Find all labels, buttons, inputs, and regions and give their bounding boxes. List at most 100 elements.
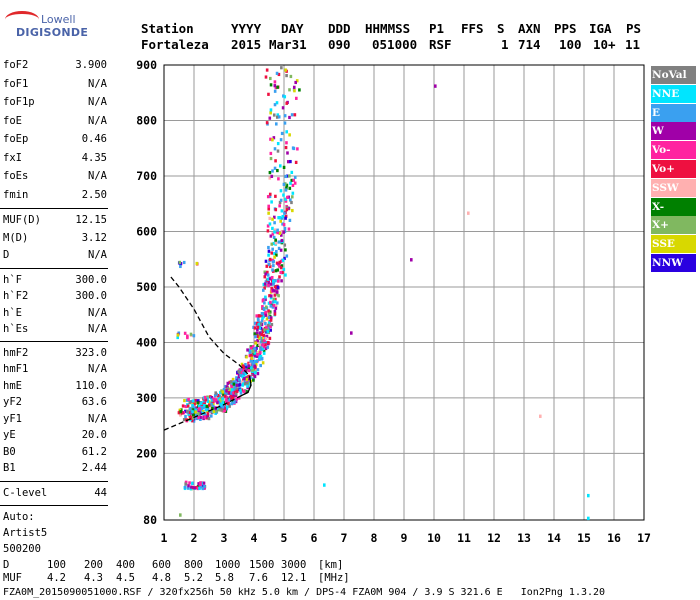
- param-row: h`Es N/A: [3, 323, 107, 339]
- echo-point: [267, 280, 270, 285]
- echo-point: [274, 297, 277, 301]
- echo-point: [260, 319, 264, 323]
- echo-point: [254, 350, 258, 355]
- param-value: 20.0: [81, 429, 107, 441]
- echo-point: [283, 226, 287, 231]
- echo-point: [268, 257, 272, 262]
- param-name: fmin: [3, 188, 29, 201]
- echo-point: [203, 484, 206, 489]
- x-tick-label: 3: [221, 531, 228, 545]
- echo-point: [258, 326, 262, 330]
- x-tick-label: 14: [547, 531, 561, 545]
- echo-point: [292, 85, 296, 89]
- echo-point: [257, 340, 260, 344]
- y-tick-label: 800: [136, 113, 157, 127]
- y-tick-label: 400: [136, 335, 157, 349]
- echo-point: [204, 398, 207, 402]
- header-value: 11: [625, 37, 641, 52]
- header-label: IGA: [589, 21, 612, 36]
- echo-point: [186, 409, 189, 413]
- echo-point: [228, 391, 231, 395]
- echo-point: [218, 394, 221, 398]
- echo-point: [220, 399, 223, 403]
- echo-point: [183, 398, 186, 403]
- echo-point: [280, 131, 284, 136]
- echo-point: [275, 71, 279, 75]
- echo-point: [285, 130, 289, 134]
- echo-point: [263, 270, 267, 274]
- echo-point: [233, 385, 237, 390]
- echo-point: [274, 230, 278, 234]
- echo-point: [273, 80, 277, 84]
- header-label: PPS: [554, 21, 577, 36]
- echo-point: [249, 346, 253, 350]
- echo-point: [282, 223, 286, 227]
- echo-point: [214, 398, 218, 402]
- echo-point: [237, 373, 241, 378]
- param-name: foEs: [3, 170, 29, 182]
- echo-point: [263, 286, 266, 290]
- echo-point: [269, 282, 273, 286]
- echo-point: [241, 364, 245, 368]
- row-value: 400: [116, 559, 135, 571]
- echo-point: [273, 230, 276, 234]
- echo-point: [259, 322, 263, 326]
- x-tick-label: 12: [487, 531, 501, 545]
- echo-point: [280, 238, 284, 243]
- echo-point: [293, 175, 297, 179]
- echo-point: [287, 206, 291, 210]
- echo-point: [284, 214, 288, 218]
- echo-point: [239, 373, 242, 378]
- param-name: h`Es: [3, 323, 29, 335]
- x-tick-label: 9: [401, 531, 408, 545]
- legend-item: NoVal: [651, 66, 696, 84]
- echo-point: [281, 106, 285, 110]
- param-name: yF1: [3, 412, 22, 425]
- y-tick-label: 300: [136, 391, 157, 405]
- param-value: 110.0: [75, 379, 107, 392]
- echo-point: [205, 398, 209, 402]
- echo-point: [270, 174, 274, 178]
- echo-point: [197, 412, 200, 416]
- echo-point: [288, 174, 291, 178]
- echo-point: [225, 395, 229, 400]
- echo-point: [257, 357, 261, 362]
- param-value: 12.15: [75, 214, 107, 226]
- echo-point: [185, 398, 189, 402]
- echo-point: [275, 301, 279, 305]
- echo-point: [183, 331, 187, 335]
- echo-point: [254, 366, 257, 370]
- echo-point: [274, 159, 277, 163]
- echo-point: [265, 121, 269, 125]
- echo-point: [275, 101, 279, 105]
- echo-point: [253, 332, 257, 336]
- echo-point: [261, 329, 265, 333]
- echo-point: [279, 266, 283, 270]
- echo-point: [184, 482, 187, 486]
- echo-point: [225, 398, 228, 402]
- param-name: hmE: [3, 379, 22, 392]
- echo-point: [267, 249, 271, 253]
- profile-line-solid: [238, 375, 252, 398]
- echo-point: [267, 207, 271, 211]
- echo-point: [188, 407, 192, 411]
- echo-point: [288, 218, 292, 222]
- echo-point: [286, 160, 290, 164]
- echo-point: [288, 88, 291, 92]
- echo-point: [267, 253, 270, 257]
- echo-point: [285, 141, 288, 145]
- auto-scaling-info: Artist5: [3, 526, 48, 539]
- echo-point: [278, 275, 281, 279]
- echo-point: [264, 280, 268, 284]
- echo-point: [256, 338, 259, 343]
- echo-point: [284, 174, 288, 179]
- echo-point: [209, 414, 213, 418]
- echo-point: [242, 370, 245, 374]
- echo-point: [184, 480, 188, 484]
- echo-point: [190, 485, 193, 489]
- echo-point: [279, 259, 283, 263]
- echo-point: [285, 186, 288, 190]
- echo-point: [279, 138, 283, 142]
- echo-point: [260, 332, 263, 337]
- echo-point: [269, 83, 273, 87]
